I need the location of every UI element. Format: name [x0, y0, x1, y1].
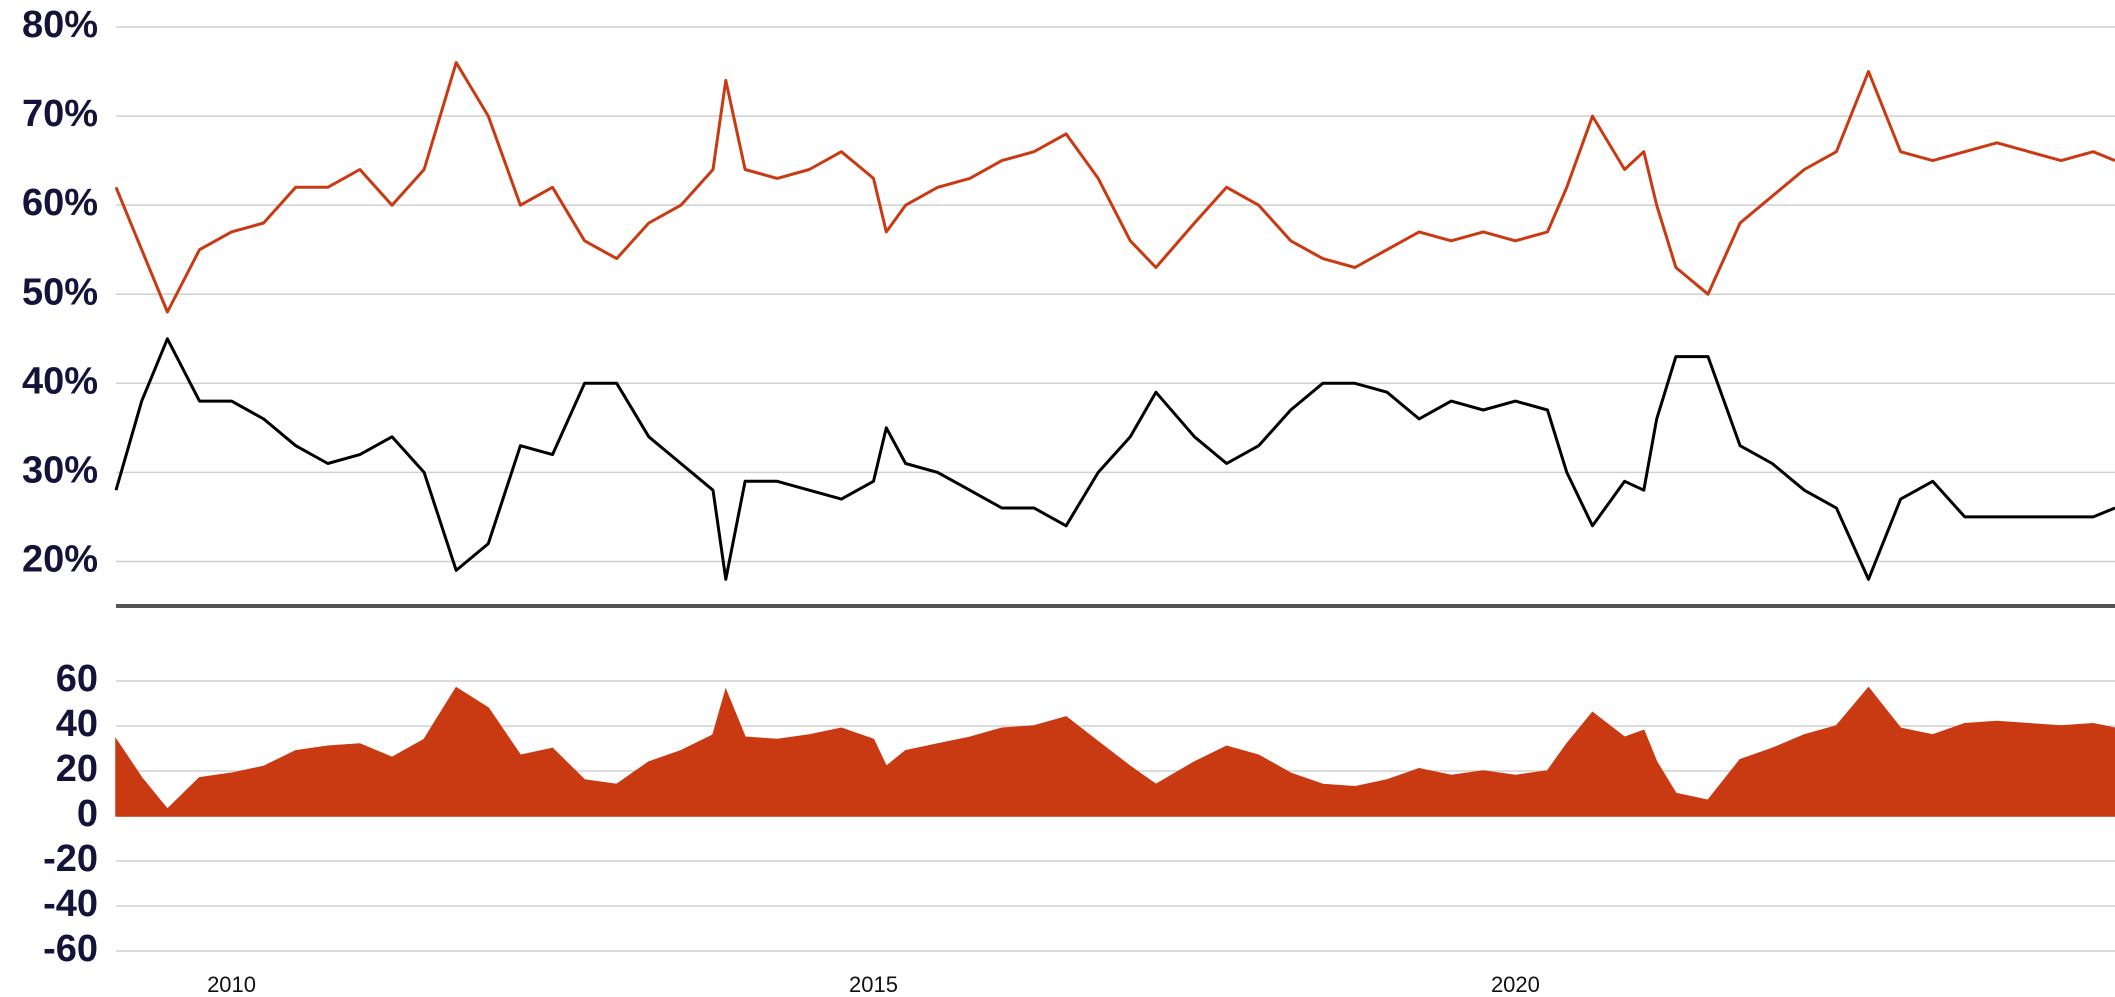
y-tick-label: 40 [56, 703, 98, 745]
y-tick-label: 70% [22, 93, 98, 135]
y-tick-label: 30% [22, 449, 98, 491]
x-tick-label: 2010 [207, 972, 256, 997]
y-tick-label: 60% [22, 182, 98, 224]
y-tick-label: 80% [22, 4, 98, 46]
y-tick-label: -20 [43, 838, 98, 880]
y-tick-label: -40 [43, 883, 98, 925]
area-series [115, 686, 2115, 817]
y-tick-label: 50% [22, 271, 98, 313]
line-series [114, 337, 2115, 581]
y-tick-label: 40% [22, 360, 98, 402]
y-tick-label: -60 [43, 928, 98, 970]
x-tick-label: 2020 [1491, 972, 1540, 997]
line-series [114, 61, 2115, 314]
y-tick-label: 20% [22, 538, 98, 580]
y-tick-label: 20 [56, 748, 98, 790]
y-tick-label: 60 [56, 658, 98, 700]
x-tick-label: 2015 [849, 972, 898, 997]
y-tick-label: 0 [77, 793, 98, 835]
